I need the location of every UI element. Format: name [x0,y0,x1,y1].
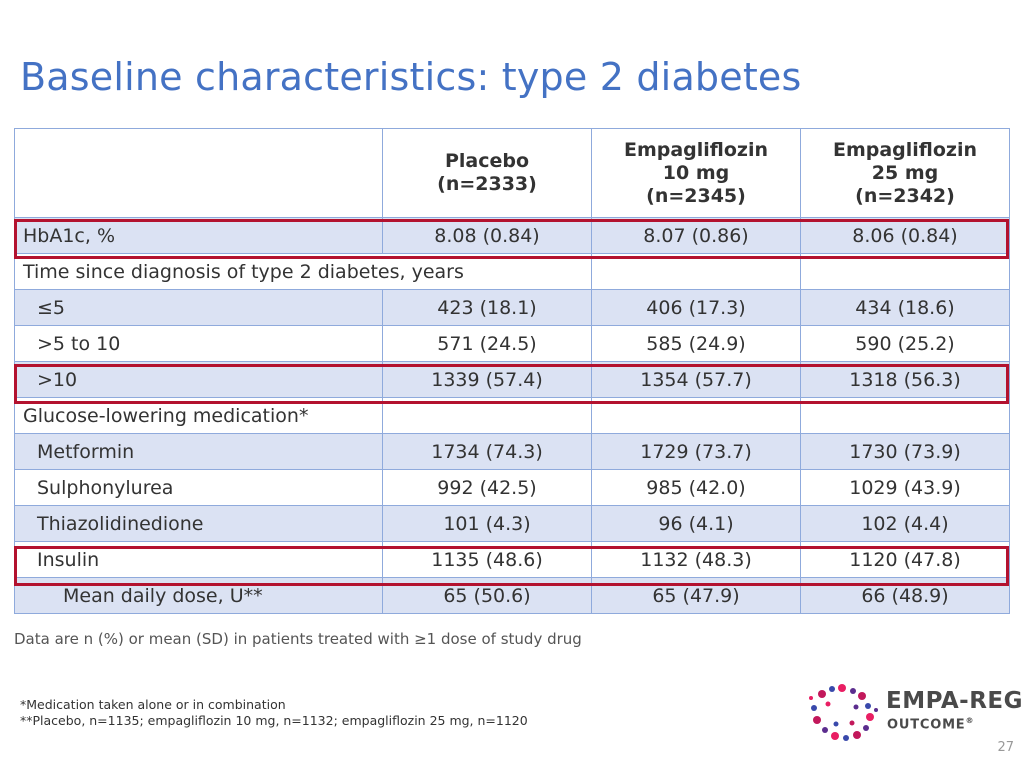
footnote-insulin-n: **Placebo, n=1135; empagliflozin 10 mg, … [20,713,528,728]
table-row: Metformin 1734 (74.3) 1729 (73.7) 1730 (… [14,433,1010,470]
header-empa25-dose: 25 mg [871,161,939,184]
cell-empa10: 1354 (57.7) [591,361,801,398]
cell-placebo: 1734 (74.3) [382,433,592,470]
table-row: Sulphonylurea 992 (42.5) 985 (42.0) 1029… [14,469,1010,506]
cell-empa25: 8.06 (0.84) [800,217,1010,254]
logo-text-empa-reg: EMPA-REG [886,688,1023,714]
logo-outcome-word: OUTCOME [887,717,966,733]
cell-placebo: 101 (4.3) [382,505,592,542]
table-row: ≤5 423 (18.1) 406 (17.3) 434 (18.6) [14,289,1010,326]
row-label: ≤5 [14,289,383,326]
header-placebo-name: Placebo [444,150,530,172]
header-empa25-n: (n=2342) [855,184,955,207]
table-row: HbA1c, % 8.08 (0.84) 8.07 (0.86) 8.06 (0… [14,217,1010,254]
empa-reg-outcome-logo: EMPA-REG OUTCOME® [806,680,1023,746]
slide-title: Baseline characteristics: type 2 diabete… [20,55,802,99]
table-note: Data are n (%) or mean (SD) in patients … [14,630,582,648]
cell-placebo: 8.08 (0.84) [382,217,592,254]
highlight-box-over10 [14,364,1009,404]
cell-empa25: 1730 (73.9) [800,433,1010,470]
logo-registered-mark: ® [965,716,975,725]
cell-empa25 [800,253,1010,290]
cell-placebo: 1339 (57.4) [382,361,592,398]
row-label: HbA1c, % [14,217,383,254]
row-label: Time since diagnosis of type 2 diabetes,… [14,253,592,290]
header-row: Placebo (n=2333) Empagliflozin 10 mg (n=… [14,128,1010,218]
header-placebo-n: (n=2333) [437,173,537,195]
page-number: 27 [997,740,1014,755]
row-label: Metformin [14,433,383,470]
cell-empa10 [591,253,801,290]
row-label: >5 to 10 [14,325,383,362]
cell-empa25: 1029 (43.9) [800,469,1010,506]
header-empa10-n: (n=2345) [646,184,746,207]
row-label: Sulphonylurea [14,469,383,506]
cell-empa10: 1729 (73.7) [591,433,801,470]
header-empa10-dose: 10 mg [662,161,730,184]
cell-empa10: 96 (4.1) [591,505,801,542]
highlight-box-hba1c [14,219,1009,259]
header-empa25-name: Empagliflozin [832,138,978,161]
cell-empa10: 985 (42.0) [591,469,801,506]
cell-empa10: 585 (24.9) [591,325,801,362]
logo-text-outcome: OUTCOME® [887,716,974,732]
cell-placebo: 571 (24.5) [382,325,592,362]
highlight-box-insulin [14,546,1009,586]
table-row: >5 to 10 571 (24.5) 585 (24.9) 590 (25.2… [14,325,1010,362]
table-row: Thiazolidinedione 101 (4.3) 96 (4.1) 102… [14,505,1010,542]
header-empa10: Empagliflozin 10 mg (n=2345) [591,128,801,218]
table-row: Time since diagnosis of type 2 diabetes,… [14,253,1010,290]
header-empa10-name: Empagliflozin [623,138,769,161]
cell-placebo: 423 (18.1) [382,289,592,326]
header-empa25: Empagliflozin 25 mg (n=2342) [800,128,1010,218]
cell-placebo: 992 (42.5) [382,469,592,506]
header-placebo: Placebo (n=2333) [382,128,592,218]
cell-empa10: 8.07 (0.86) [591,217,801,254]
logo-dots-icon [809,684,878,741]
header-blank [14,128,383,218]
footnote-medication: *Medication taken alone or in combinatio… [20,697,286,712]
cell-empa10: 406 (17.3) [591,289,801,326]
cell-empa25: 434 (18.6) [800,289,1010,326]
table-row: >10 1339 (57.4) 1354 (57.7) 1318 (56.3) [14,361,1010,398]
row-label: Thiazolidinedione [14,505,383,542]
cell-empa25: 590 (25.2) [800,325,1010,362]
cell-empa25: 102 (4.4) [800,505,1010,542]
